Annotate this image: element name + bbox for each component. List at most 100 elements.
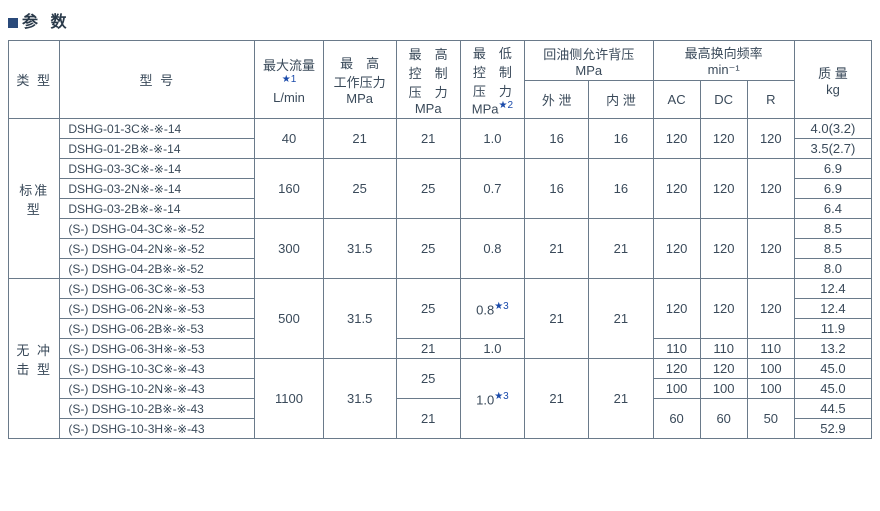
cell: 120 xyxy=(700,159,747,219)
val: 0.8 xyxy=(476,302,494,317)
th-mass: 质 量 kg xyxy=(794,41,871,119)
cell: 120 xyxy=(700,119,747,159)
cell: 21 xyxy=(525,219,589,279)
cell: 0.8 xyxy=(460,219,524,279)
th-back: 回油侧允许背压 MPa xyxy=(525,41,653,81)
type-std: 标准型 xyxy=(9,119,60,279)
cell: 1.0★3 xyxy=(460,359,524,439)
cell: 31.5 xyxy=(323,219,396,279)
cell: 6.9 xyxy=(794,159,871,179)
cell: 45.0 xyxy=(794,359,871,379)
cell: 21 xyxy=(396,399,460,439)
model-cell: (S-) DSHG-04-3C※-※-52 xyxy=(60,219,255,239)
model-cell: (S-) DSHG-04-2N※-※-52 xyxy=(60,239,255,259)
cell: 3.5(2.7) xyxy=(794,139,871,159)
cell: 4.0(3.2) xyxy=(794,119,871,139)
cell: 100 xyxy=(747,379,794,399)
sup1: ★1 xyxy=(282,74,297,85)
cell: 120 xyxy=(653,359,700,379)
model-cell: DSHG-01-2B※-※-14 xyxy=(60,139,255,159)
section-title: 参 数 xyxy=(8,8,872,32)
cell: 21 xyxy=(323,119,396,159)
cell: 25 xyxy=(396,359,460,399)
cell: 120 xyxy=(653,219,700,279)
model-cell: (S-) DSHG-10-2B※-※-43 xyxy=(60,399,255,419)
type-noshock: 无 冲 击 型 xyxy=(9,279,60,439)
th-ext: 外 泄 xyxy=(525,81,589,119)
cell: 16 xyxy=(525,159,589,219)
cell: 120 xyxy=(747,159,794,219)
model-cell: DSHG-03-2N※-※-14 xyxy=(60,179,255,199)
spec-table: 类 型 型 号 最大流量★1L/min 最 高 工作压力 MPa 最 高 控 制… xyxy=(8,40,872,439)
cell: 110 xyxy=(653,339,700,359)
cell: 110 xyxy=(700,339,747,359)
cell: 16 xyxy=(589,119,653,159)
cell: 21 xyxy=(525,279,589,359)
th-minctrl: 最 低 控 制 压 力 MPa★2 xyxy=(460,41,524,119)
th-maxctrl: 最 高 控 制 压 力 MPa xyxy=(396,41,460,119)
model-cell: DSHG-01-3C※-※-14 xyxy=(60,119,255,139)
sup3: ★3 xyxy=(494,301,509,312)
model-cell: (S-) DSHG-06-2B※-※-53 xyxy=(60,319,255,339)
th-ac: AC xyxy=(653,81,700,119)
cell: 21 xyxy=(589,219,653,279)
th-maxctrl-label: 最 高 控 制 压 力 MPa xyxy=(409,47,448,116)
cell: 120 xyxy=(747,219,794,279)
cell: 31.5 xyxy=(323,279,396,359)
cell: 1.0 xyxy=(460,119,524,159)
th-maxflow: 最大流量★1 L/min xyxy=(255,41,324,119)
cell: 60 xyxy=(700,399,747,439)
cell: 21 xyxy=(396,119,460,159)
th-maxflow-unit: L/min xyxy=(273,90,305,105)
th-maxflow-label: 最大流量 xyxy=(263,58,315,73)
cell: 300 xyxy=(255,219,324,279)
cell: 100 xyxy=(653,379,700,399)
th-model: 型 号 xyxy=(60,41,255,119)
title-marker xyxy=(8,18,18,28)
model-cell: DSHG-03-2B※-※-14 xyxy=(60,199,255,219)
cell: 8.0 xyxy=(794,259,871,279)
model-cell: (S-) DSHG-10-3H※-※-43 xyxy=(60,419,255,439)
cell: 40 xyxy=(255,119,324,159)
cell: 6.4 xyxy=(794,199,871,219)
cell: 11.9 xyxy=(794,319,871,339)
model-cell: DSHG-03-3C※-※-14 xyxy=(60,159,255,179)
model-cell: (S-) DSHG-04-2B※-※-52 xyxy=(60,259,255,279)
cell: 1.0 xyxy=(460,339,524,359)
sup3b: ★3 xyxy=(494,391,509,402)
cell: 16 xyxy=(525,119,589,159)
cell: 120 xyxy=(747,279,794,339)
model-cell: (S-) DSHG-10-3C※-※-43 xyxy=(60,359,255,379)
cell: 120 xyxy=(653,119,700,159)
cell: 44.5 xyxy=(794,399,871,419)
model-cell: (S-) DSHG-10-2N※-※-43 xyxy=(60,379,255,399)
cell: 25 xyxy=(396,159,460,219)
model-cell: (S-) DSHG-06-2N※-※-53 xyxy=(60,299,255,319)
cell: 8.5 xyxy=(794,239,871,259)
cell: 8.5 xyxy=(794,219,871,239)
cell: 25 xyxy=(396,279,460,339)
cell: 6.9 xyxy=(794,179,871,199)
cell: 120 xyxy=(653,159,700,219)
sup2: ★2 xyxy=(499,100,514,111)
cell: 110 xyxy=(747,339,794,359)
cell: 21 xyxy=(589,359,653,439)
cell: 120 xyxy=(653,279,700,339)
cell: 120 xyxy=(700,359,747,379)
cell: 0.7 xyxy=(460,159,524,219)
cell: 120 xyxy=(700,279,747,339)
cell: 52.9 xyxy=(794,419,871,439)
model-cell: (S-) DSHG-06-3C※-※-53 xyxy=(60,279,255,299)
cell: 16 xyxy=(589,159,653,219)
th-dc: DC xyxy=(700,81,747,119)
title-text: 参 数 xyxy=(22,14,70,31)
cell: 45.0 xyxy=(794,379,871,399)
cell: 100 xyxy=(700,379,747,399)
cell: 160 xyxy=(255,159,324,219)
cell: 21 xyxy=(396,339,460,359)
cell: 120 xyxy=(700,219,747,279)
cell: 25 xyxy=(323,159,396,219)
cell: 60 xyxy=(653,399,700,439)
cell: 31.5 xyxy=(323,359,396,439)
th-type: 类 型 xyxy=(9,41,60,119)
